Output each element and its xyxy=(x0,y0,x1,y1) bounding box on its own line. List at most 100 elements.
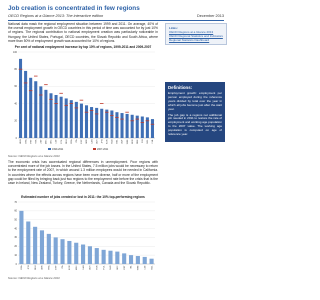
x-tick-label: JPN xyxy=(28,265,30,269)
link[interactable]: OECD Regional Statistics and Indicators xyxy=(169,34,223,38)
x-tick-label: CZE xyxy=(144,265,146,270)
subtitle: OECD Regions at a Glance 2013: The inter… xyxy=(8,14,104,18)
x-tick-label: DEU xyxy=(35,265,37,270)
bar xyxy=(145,117,149,138)
bar xyxy=(108,250,113,264)
bar xyxy=(94,248,99,264)
links-title: Links: xyxy=(169,26,178,30)
bar xyxy=(74,101,78,138)
x-tick-label: BEL xyxy=(117,139,119,144)
x-tick-label: CZE xyxy=(56,139,58,144)
x-tick-label: PRT xyxy=(124,265,126,270)
x-tick-label: CAN xyxy=(82,265,85,270)
x-tick-label: CAN xyxy=(90,139,93,144)
y-tick-label: 10 xyxy=(14,254,17,257)
chart: Estimated number of jobs created or lost… xyxy=(14,195,155,270)
chart-title: Per cent of national employment increase… xyxy=(15,45,152,49)
x-tick-label: USA xyxy=(24,139,27,144)
x-tick-label: CHL xyxy=(152,139,154,144)
x-tick-label: GBR xyxy=(86,139,88,144)
bar xyxy=(26,221,31,264)
chart: Per cent of national employment increase… xyxy=(13,45,155,151)
links-box: Links: OECD Regions at a Glance 2013 OEC… xyxy=(165,23,227,45)
bar xyxy=(130,114,134,138)
y-tick-label: 20 xyxy=(14,245,17,248)
bar xyxy=(19,58,23,138)
x-tick-label: PRT xyxy=(30,139,32,144)
x-tick-label: ITA xyxy=(61,265,64,269)
x-tick-label: ITA xyxy=(75,139,78,143)
y-tick-label: 30 xyxy=(14,236,17,239)
bar xyxy=(100,108,104,138)
x-tick-label: ZAF xyxy=(40,139,43,144)
bar xyxy=(33,226,38,264)
bar xyxy=(140,116,144,138)
bar xyxy=(149,258,154,264)
x-tick-label: NOR xyxy=(132,139,134,144)
bar xyxy=(90,107,94,138)
date: December 2013 xyxy=(196,14,224,18)
bar xyxy=(74,242,79,264)
x-tick-label: AUS xyxy=(95,139,98,144)
x-tick-label: SWE xyxy=(127,139,129,144)
definitions-title: Definitions: xyxy=(168,85,193,90)
bar xyxy=(69,100,73,138)
x-tick-label: NZL xyxy=(151,265,153,270)
legend-swatch xyxy=(93,148,96,150)
bar xyxy=(24,70,28,138)
y-tick-label: 0 xyxy=(16,263,18,266)
x-tick-label: AUS xyxy=(89,265,92,270)
bar xyxy=(64,98,68,138)
bar xyxy=(39,230,45,264)
y-tick-label: 40 xyxy=(14,227,17,230)
x-tick-label: KOR xyxy=(106,139,108,144)
paragraph: National data mask the regional employme… xyxy=(8,22,158,43)
x-tick-label: ESP xyxy=(81,139,83,144)
bar xyxy=(120,113,124,138)
bar xyxy=(135,256,140,264)
x-tick-label: DNK xyxy=(137,139,139,144)
bar xyxy=(59,96,63,138)
bar xyxy=(110,110,114,138)
bar xyxy=(84,105,89,138)
x-tick-label: NLD xyxy=(110,265,112,270)
y-tick-label: 40 xyxy=(14,102,17,105)
x-tick-label: TUR xyxy=(96,265,98,270)
chart-title: Estimated number of jobs created or lost… xyxy=(21,195,145,199)
bar xyxy=(142,256,147,264)
x-tick-label: USA xyxy=(20,265,23,270)
y-tick-label: 80 xyxy=(14,68,17,71)
legend-label: 1999-2011 xyxy=(52,148,64,151)
source: Source: OECD Regions at a Glance 2013 xyxy=(8,276,60,280)
x-tick-label: FRA xyxy=(48,265,51,270)
bar xyxy=(128,255,134,264)
title: Job creation is concentrated in few regi… xyxy=(8,5,140,12)
x-tick-label: NZL xyxy=(147,139,149,144)
x-tick-label: IRL xyxy=(131,265,133,269)
bar xyxy=(44,89,48,138)
x-tick-label: POL xyxy=(103,265,105,270)
bar xyxy=(95,107,99,138)
link[interactable]: OECD Regions at a Glance 2013 xyxy=(169,30,214,34)
bar xyxy=(34,81,38,138)
x-tick-label: HUN xyxy=(20,139,22,144)
x-tick-label: GBR xyxy=(42,265,44,270)
x-tick-label: SVK xyxy=(35,139,37,144)
definitions-box: Definitions: Employment growth: employme… xyxy=(165,82,225,142)
y-tick-label: 60 xyxy=(14,210,17,213)
x-tick-label: AUT xyxy=(121,139,124,144)
link[interactable]: Regional Statistics Dashboard xyxy=(169,38,210,42)
rule xyxy=(8,19,224,20)
y-tick-label: 0 xyxy=(16,137,18,140)
y-tick-label: 20 xyxy=(14,120,17,123)
source: Source: OECD Regions at a Glance 2013 xyxy=(8,154,60,158)
x-tick-label: JPN xyxy=(101,139,103,143)
bar xyxy=(46,233,51,264)
x-tick-label: KOR xyxy=(69,265,71,270)
bar xyxy=(29,77,33,138)
bar xyxy=(105,109,109,138)
y-tick-label: 60 xyxy=(14,85,17,88)
bar xyxy=(54,95,58,138)
bar xyxy=(115,251,120,264)
bar xyxy=(67,240,72,264)
